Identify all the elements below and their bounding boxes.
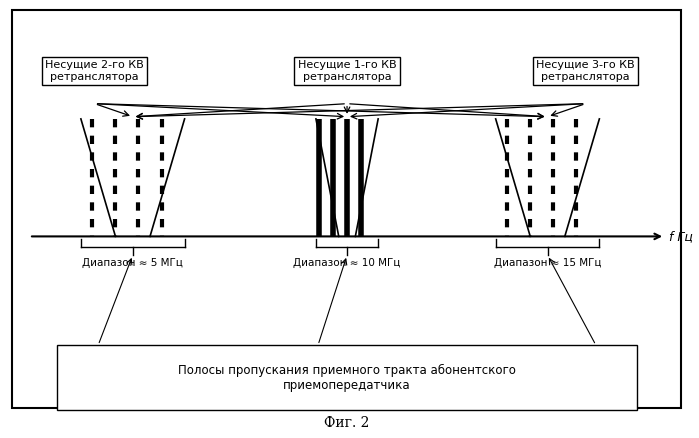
Bar xyxy=(57,345,637,410)
Text: Несущие 2-го КВ
ретранслятора: Несущие 2-го КВ ретранслятора xyxy=(45,60,144,82)
Text: f Гц: f Гц xyxy=(668,230,693,243)
Text: Диапазон ≈ 10 МГц: Диапазон ≈ 10 МГц xyxy=(294,258,401,268)
Text: Полосы пропускания приемного тракта абонентского
приемопередатчика: Полосы пропускания приемного тракта абон… xyxy=(178,364,516,392)
Text: Несущие 1-го КВ
ретранслятора: Несущие 1-го КВ ретранслятора xyxy=(298,60,396,82)
Text: Диапазон ≈ 15 МГц: Диапазон ≈ 15 МГц xyxy=(493,258,601,268)
Text: Несущие 3-го КВ
ретранслятора: Несущие 3-го КВ ретранслятора xyxy=(536,60,635,82)
Text: Диапазон ≈ 5 МГц: Диапазон ≈ 5 МГц xyxy=(82,258,183,268)
Text: Фиг. 2: Фиг. 2 xyxy=(324,416,370,430)
